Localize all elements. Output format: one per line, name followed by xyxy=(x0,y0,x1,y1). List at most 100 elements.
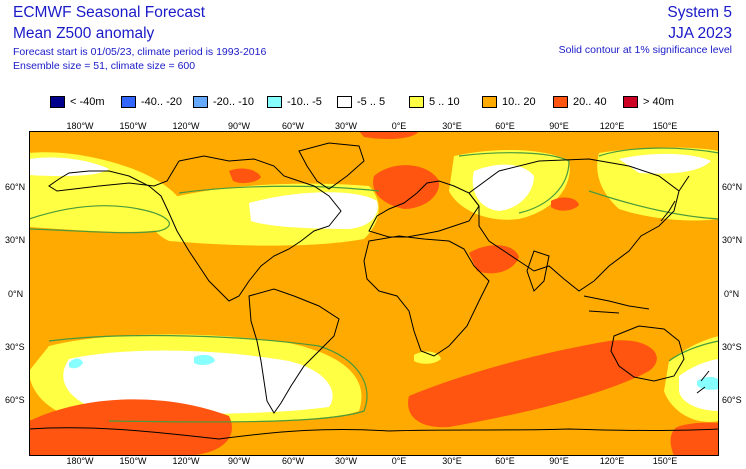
legend-label: -5 .. 5 xyxy=(357,96,386,108)
coastline-india xyxy=(526,250,550,292)
legend-item: > 40m xyxy=(623,94,674,110)
latitude-label: 60°S xyxy=(722,395,742,405)
longitude-label: 120°E xyxy=(599,121,625,131)
significance-contour xyxy=(29,205,170,234)
legend-swatch xyxy=(409,96,424,108)
longitude-label: 30°E xyxy=(442,121,462,131)
longitude-label: 180°W xyxy=(66,121,94,131)
legend-swatch xyxy=(482,96,497,108)
anomaly-zone-neutral-siberia xyxy=(472,164,534,211)
map-frame xyxy=(29,131,719,456)
ensemble-info: Ensemble size = 51, climate size = 600 xyxy=(13,60,196,72)
anomaly-zone-strong-scandinavia xyxy=(373,165,440,209)
legend-label: -10.. -5 xyxy=(287,96,322,108)
anomaly-zone-weak-negative-chile xyxy=(69,358,83,369)
legend-label: 10.. 20 xyxy=(502,96,536,108)
coastline-africa xyxy=(363,235,490,357)
longitude-label: 90°W xyxy=(227,456,251,466)
longitude-label: 30°W xyxy=(334,456,358,466)
legend-item: 10.. 20 xyxy=(482,94,536,110)
longitude-label: 0°E xyxy=(391,456,407,466)
forecast-info: Forecast start is 01/05/23, climate peri… xyxy=(13,46,267,58)
legend-item: -10.. -5 xyxy=(267,94,322,110)
longitude-label: 90°E xyxy=(549,456,569,466)
longitude-label: 120°E xyxy=(599,456,625,466)
longitude-label: 150°W xyxy=(119,121,147,131)
longitude-label: 90°W xyxy=(227,121,251,131)
legend-label: 20.. 40 xyxy=(573,96,607,108)
longitude-label: 120°W xyxy=(172,456,200,466)
legend-item: 5 .. 10 xyxy=(409,94,460,110)
latitude-label: 30°N xyxy=(722,235,743,245)
longitude-label: 60°E xyxy=(495,456,515,466)
anomaly-zone-neutral-bering xyxy=(619,153,711,174)
latitude-label: 60°N xyxy=(5,182,26,192)
coastline-japan xyxy=(660,175,690,222)
coastline-greenland xyxy=(298,142,365,190)
anomaly-zone-weak-negative-tasman xyxy=(697,376,719,390)
anomaly-zone-strong-southern-ocean-pacific xyxy=(29,399,232,456)
coastline-australia xyxy=(610,325,685,382)
coastline-north-america xyxy=(48,155,342,302)
longitude-label: 150°E xyxy=(652,121,678,131)
legend-swatch xyxy=(267,96,282,108)
longitude-label: 180°W xyxy=(66,456,94,466)
longitude-label: 0°E xyxy=(391,121,407,131)
coastline-antarctica xyxy=(29,427,719,440)
legend-label: < -40m xyxy=(70,96,105,108)
coastlines xyxy=(29,142,719,440)
significance-contour xyxy=(178,185,380,194)
latitude-label: 0°N xyxy=(8,289,24,299)
z500-anomaly-map xyxy=(29,131,719,456)
significance-contour xyxy=(48,334,368,423)
latitude-label: 0°N xyxy=(724,289,740,299)
legend-swatch xyxy=(553,96,568,108)
coastline-indonesia xyxy=(583,295,650,314)
anomaly-zone-strong-siberia xyxy=(551,197,579,211)
longitude-label: 150°W xyxy=(119,456,147,466)
legend-label: 5 .. 10 xyxy=(429,96,460,108)
legend-swatch xyxy=(337,96,352,108)
longitude-label: 30°W xyxy=(334,121,358,131)
coastline-south-america xyxy=(248,288,340,414)
anomaly-zone-strong-antarctic-east xyxy=(670,422,719,456)
anomaly-zone-strong-arctic xyxy=(359,131,419,139)
season-label: JJA 2023 xyxy=(668,25,732,42)
legend-item: -5 .. 5 xyxy=(337,94,385,110)
legend-item: < -40m xyxy=(50,94,105,110)
longitude-label: 30°E xyxy=(442,456,462,466)
latitude-label: 30°S xyxy=(5,342,25,352)
anomaly-zone-strong-southern-indian xyxy=(408,340,657,428)
coastline-new-zealand xyxy=(696,370,710,394)
latitude-label: 60°N xyxy=(722,182,743,192)
legend-item: -20.. -10 xyxy=(193,94,254,110)
legend-item: -40.. -20 xyxy=(121,94,182,110)
map-subtitle: Mean Z500 anomaly xyxy=(13,25,155,42)
legend-item: 20.. 40 xyxy=(553,94,607,110)
significance-note: Solid contour at 1% significance level xyxy=(558,44,732,56)
longitude-label: 150°E xyxy=(652,456,678,466)
longitude-label: 60°W xyxy=(281,456,305,466)
anomaly-zone-weak-south-atlantic xyxy=(414,351,441,364)
significance-contour xyxy=(458,152,570,214)
longitude-label: 90°E xyxy=(549,121,569,131)
anomaly-zone-neutral-north-atlantic xyxy=(249,192,378,229)
legend-swatch xyxy=(623,96,638,108)
legend-label: > 40m xyxy=(643,96,674,108)
longitude-label: 120°W xyxy=(172,121,200,131)
significance-contours xyxy=(29,147,719,423)
anomaly-zone-neutral-south-pacific xyxy=(63,350,333,415)
significance-contour xyxy=(588,147,719,220)
legend-label: -40.. -20 xyxy=(141,96,182,108)
legend-swatch xyxy=(121,96,136,108)
legend-label: -20.. -10 xyxy=(213,96,254,108)
latitude-label: 30°S xyxy=(722,342,742,352)
legend-swatch xyxy=(50,96,65,108)
system-label: System 5 xyxy=(667,4,732,21)
anomaly-zone-strong-canada xyxy=(229,168,261,184)
legend-swatch xyxy=(193,96,208,108)
latitude-label: 60°S xyxy=(5,395,25,405)
longitude-label: 60°W xyxy=(281,121,305,131)
coastline-asia xyxy=(468,158,680,292)
map-title: ECMWF Seasonal Forecast xyxy=(13,4,206,21)
